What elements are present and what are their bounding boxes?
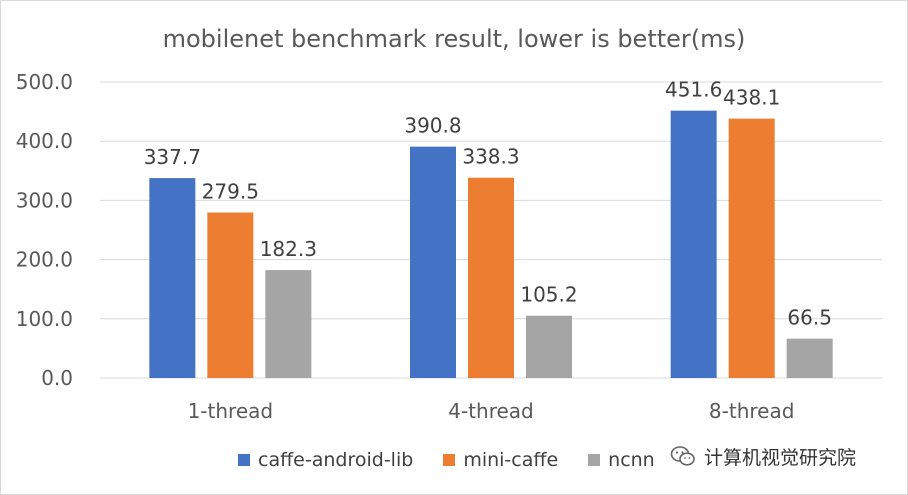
- data-label: 338.3: [462, 145, 519, 169]
- legend-item-mini-caffe: mini-caffe: [443, 449, 558, 471]
- legend-label-mini-caffe: mini-caffe: [463, 449, 559, 471]
- legend-label-caffe-android-lib: caffe-android-lib: [258, 449, 414, 471]
- legend-swatch-ncnn: [588, 454, 601, 466]
- chart-title: mobilenet benchmark result, lower is bet…: [163, 25, 746, 53]
- bar-ncnn: [786, 338, 833, 378]
- bar-caffe-android-lib: [149, 178, 196, 378]
- bar-caffe-android-lib: [410, 146, 456, 378]
- legend: caffe-android-lib mini-caffe ncnn: [238, 446, 685, 474]
- y-tick-label: 0.0: [41, 366, 73, 390]
- data-label: 182.3: [260, 237, 317, 261]
- watermark: 计算机视觉研究院: [670, 440, 896, 472]
- y-tick-label: 300.0: [16, 188, 73, 212]
- y-tick-label: 500.0: [16, 70, 73, 94]
- watermark-text: 计算机视觉研究院: [704, 446, 857, 469]
- wechat-logo-icon: [670, 446, 695, 466]
- y-tick-label: 400.0: [16, 129, 73, 153]
- data-label: 438.1: [723, 86, 780, 110]
- legend-label-ncnn: ncnn: [608, 449, 655, 471]
- y-tick-label: 200.0: [16, 248, 73, 272]
- legend-item-ncnn: ncnn: [588, 449, 655, 471]
- data-label: 66.5: [787, 306, 832, 330]
- data-label: 390.8: [404, 114, 461, 138]
- bar-mini-caffe: [728, 118, 775, 378]
- x-tick-label: 1-thread: [188, 399, 274, 423]
- y-tick-label: 100.0: [16, 307, 73, 331]
- x-tick-label: 8-thread: [709, 399, 795, 423]
- bar-mini-caffe: [207, 212, 254, 378]
- data-label: 279.5: [202, 180, 259, 204]
- data-label: 337.7: [144, 145, 201, 169]
- data-label: 105.2: [520, 283, 577, 307]
- legend-swatch-caffe-android-lib: [238, 454, 250, 466]
- bar-mini-caffe: [468, 177, 514, 378]
- legend-swatch-mini-caffe: [443, 454, 456, 466]
- bar-ncnn: [526, 315, 572, 378]
- legend-item-caffe-android-lib: caffe-android-lib: [238, 449, 413, 471]
- data-label: 451.6: [665, 78, 722, 102]
- x-tick-label: 4-thread: [448, 399, 534, 423]
- bar-ncnn: [265, 270, 312, 378]
- bar-caffe-android-lib: [670, 110, 717, 378]
